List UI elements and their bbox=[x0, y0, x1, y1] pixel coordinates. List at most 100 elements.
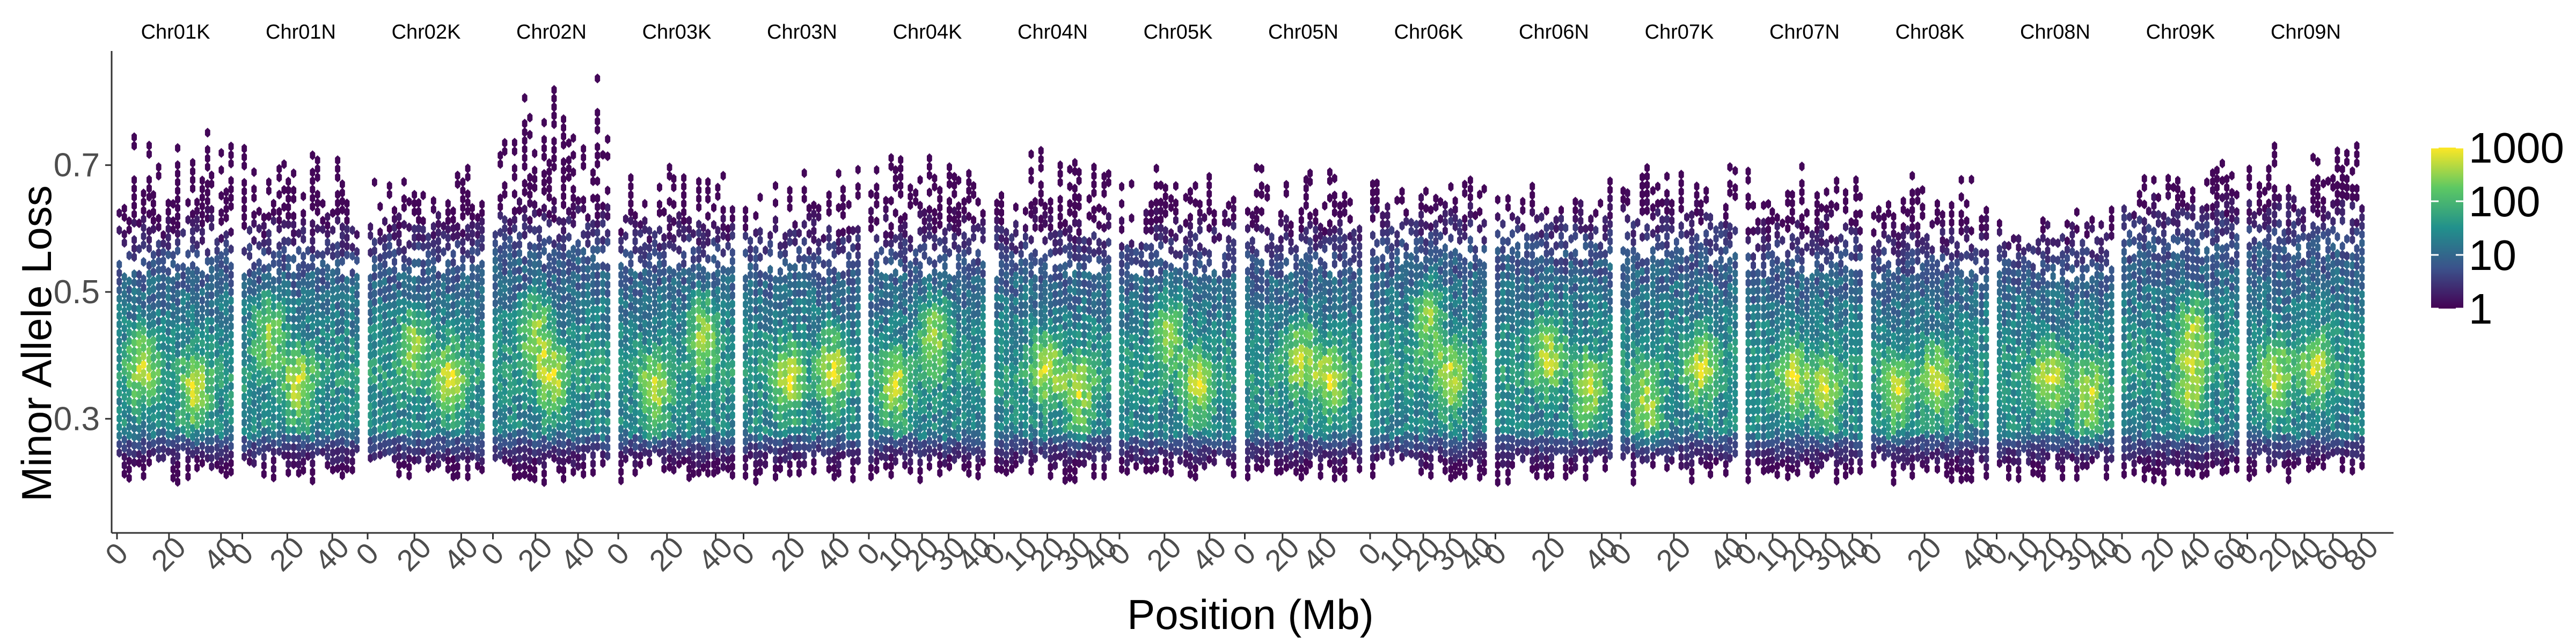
hex-cell bbox=[642, 276, 648, 286]
hex-cell bbox=[286, 382, 291, 392]
hex-cell bbox=[700, 428, 706, 438]
hex-cell bbox=[517, 317, 522, 327]
hex-cell bbox=[581, 357, 587, 368]
hex-cell bbox=[757, 303, 763, 314]
hex-cell bbox=[354, 443, 360, 454]
hex-cell bbox=[223, 435, 229, 445]
hex-cell bbox=[228, 449, 234, 460]
hex-cell bbox=[511, 334, 517, 345]
hex-cell bbox=[301, 431, 306, 441]
hex-cell bbox=[209, 367, 215, 377]
hex-cell bbox=[507, 268, 513, 279]
hex-cell bbox=[782, 248, 788, 259]
hex-cell bbox=[218, 268, 224, 278]
hex-cell bbox=[879, 365, 884, 376]
hex-cell bbox=[281, 416, 287, 426]
hex-cell bbox=[256, 403, 262, 413]
hex-cell bbox=[575, 238, 581, 249]
hex-cell bbox=[126, 284, 132, 295]
hex-cell bbox=[296, 416, 302, 427]
hex-cell bbox=[831, 343, 837, 354]
hex-cell bbox=[681, 455, 687, 466]
hex-cell bbox=[743, 359, 749, 370]
hex-cell bbox=[377, 433, 383, 443]
hex-cell bbox=[441, 324, 447, 334]
hex-cell bbox=[632, 330, 638, 341]
hex-cell bbox=[475, 230, 481, 240]
hex-cell bbox=[392, 411, 397, 421]
hex-cell bbox=[932, 404, 938, 415]
hex-cell bbox=[344, 429, 350, 440]
hex-cell bbox=[204, 187, 210, 198]
hex-cell bbox=[590, 425, 596, 435]
hex-cell bbox=[507, 457, 513, 467]
hex-cell bbox=[642, 310, 648, 320]
hex-cell bbox=[855, 241, 861, 252]
hex-cell bbox=[349, 362, 355, 372]
hex-cell bbox=[743, 462, 749, 472]
hex-cell bbox=[628, 353, 634, 363]
hex-cell bbox=[546, 303, 552, 314]
hex-cell bbox=[460, 425, 466, 435]
hex-cell bbox=[204, 299, 210, 309]
hex-cell bbox=[470, 408, 475, 419]
hex-cell bbox=[190, 423, 195, 434]
hex-cell bbox=[700, 334, 706, 344]
hex-cell bbox=[214, 442, 220, 453]
hex-cell bbox=[961, 411, 967, 421]
hex-cell bbox=[796, 374, 802, 384]
hex-cell bbox=[705, 399, 711, 409]
hex-cell bbox=[632, 288, 638, 298]
hex-cell bbox=[561, 251, 566, 261]
hex-cell bbox=[623, 308, 628, 318]
hex-cell bbox=[382, 387, 387, 398]
hex-cell bbox=[696, 374, 702, 384]
hex-cell bbox=[325, 297, 331, 308]
hex-cell bbox=[301, 345, 306, 356]
hex-cell bbox=[511, 146, 517, 157]
hex-cell bbox=[522, 435, 528, 445]
hex-cell bbox=[883, 213, 889, 223]
hex-cell bbox=[475, 221, 481, 231]
hex-cell bbox=[671, 182, 677, 193]
hex-cell bbox=[301, 311, 306, 321]
hex-cell bbox=[156, 247, 162, 258]
hex-cell bbox=[748, 390, 753, 400]
hex-cell bbox=[116, 302, 122, 312]
hex-cell bbox=[806, 314, 812, 325]
hex-cell bbox=[642, 370, 648, 380]
hex-cell bbox=[570, 364, 576, 375]
hex-cell bbox=[546, 389, 552, 399]
hex-cell bbox=[256, 369, 262, 379]
hex-cell bbox=[792, 228, 798, 238]
hex-cell bbox=[566, 394, 572, 405]
hex-cell bbox=[291, 237, 297, 247]
hex-cell bbox=[470, 262, 475, 273]
hex-cell bbox=[831, 292, 837, 302]
hex-cell bbox=[546, 415, 552, 425]
hex-cell bbox=[502, 138, 508, 148]
hex-cell bbox=[325, 357, 331, 368]
hex-cell bbox=[296, 451, 302, 461]
hex-cell bbox=[377, 381, 383, 391]
hex-cell bbox=[492, 452, 498, 463]
hex-cell bbox=[787, 391, 793, 401]
hex-cell bbox=[354, 401, 360, 411]
hex-cell bbox=[180, 382, 186, 392]
hex-cell bbox=[556, 421, 562, 431]
hex-cell bbox=[170, 404, 176, 414]
hex-cell bbox=[165, 343, 171, 354]
hex-cell bbox=[392, 342, 397, 353]
hex-cell bbox=[541, 391, 547, 401]
hex-cell bbox=[836, 356, 841, 367]
hex-cell bbox=[927, 401, 932, 412]
hex-cell bbox=[320, 396, 326, 406]
hex-cell bbox=[218, 302, 224, 312]
hex-cell bbox=[377, 364, 383, 375]
hex-cell bbox=[600, 423, 606, 434]
hex-cell bbox=[430, 376, 436, 386]
hex-cell bbox=[507, 354, 513, 364]
hex-cell bbox=[386, 275, 392, 285]
hex-cell bbox=[638, 323, 643, 333]
hex-cell bbox=[116, 396, 122, 407]
